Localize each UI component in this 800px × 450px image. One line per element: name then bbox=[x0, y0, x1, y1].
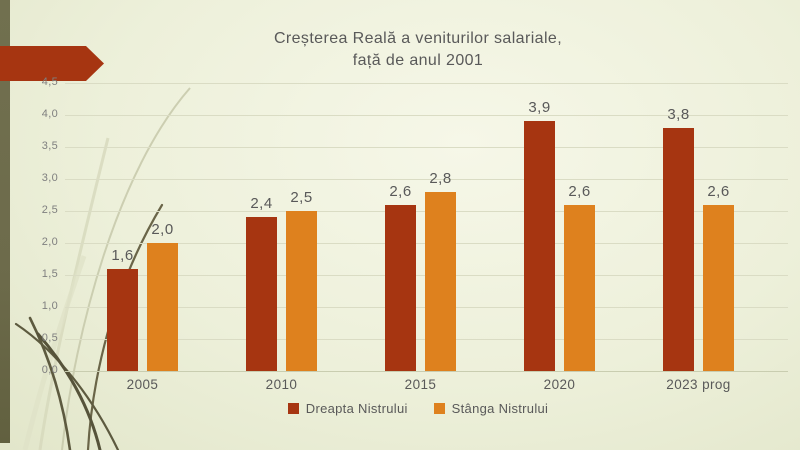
bar-dreapta-2023-prog bbox=[663, 127, 694, 371]
slide-title: Creșterea Reală a veniturilor salariale,… bbox=[58, 28, 778, 72]
plot-area: 1,6 2,0 2,4 2,5 2,6 2,8 3,9 2,6 3,8 2,6 bbox=[73, 83, 768, 371]
legend-swatch-dreapta bbox=[287, 403, 299, 414]
gridline bbox=[65, 83, 788, 84]
bar-value-label: 2,6 bbox=[707, 182, 730, 200]
gridline bbox=[65, 371, 788, 372]
y-tick-label: 2,5 bbox=[41, 204, 58, 216]
x-axis: 2005 2010 2015 2020 2023 prog bbox=[73, 377, 768, 395]
bar-stanga-2005 bbox=[147, 243, 178, 371]
category-label: 2010 bbox=[265, 377, 298, 392]
bar-value-label: 2,6 bbox=[389, 182, 412, 200]
bar-value-label: 3,8 bbox=[667, 105, 690, 123]
bar-stanga-2010 bbox=[286, 211, 317, 371]
y-tick-label: 3,0 bbox=[41, 172, 58, 184]
legend-item-stanga: Stânga Nistrului bbox=[433, 401, 549, 416]
y-tick-label: 3,5 bbox=[41, 140, 58, 152]
bar-value-label: 2,5 bbox=[290, 189, 313, 206]
slide-title-line1: Creșterea Reală a veniturilor salariale, bbox=[273, 30, 563, 47]
bar-dreapta-2010 bbox=[246, 217, 277, 371]
y-axis: 0,0 0,5 1,0 1,5 2,0 2,5 3,0 3,5 4,0 4,5 bbox=[14, 76, 58, 376]
bar-value-label: 2,4 bbox=[250, 195, 273, 213]
bar-stanga-2015 bbox=[425, 191, 456, 371]
legend-swatch-stanga bbox=[433, 403, 445, 414]
legend-item-dreapta: Dreapta Nistrului bbox=[287, 401, 408, 416]
category-label: 2015 bbox=[404, 377, 437, 392]
bar-stanga-2023-prog bbox=[703, 204, 734, 371]
gridline bbox=[65, 179, 788, 180]
y-tick-label: 0,5 bbox=[41, 332, 58, 344]
y-tick-label: 2,0 bbox=[41, 236, 58, 248]
legend-label-stanga: Stânga Nistrului bbox=[451, 401, 549, 416]
category-label: 2005 bbox=[126, 377, 159, 392]
gridline bbox=[65, 147, 788, 148]
legend-label-dreapta: Dreapta Nistrului bbox=[305, 401, 408, 416]
y-tick-label: 4,5 bbox=[41, 76, 58, 88]
category-label: 2020 bbox=[543, 377, 576, 392]
category-label: 2023 prog bbox=[666, 377, 731, 392]
bar-value-label: 2,8 bbox=[429, 169, 452, 187]
bar-value-label: 3,9 bbox=[528, 99, 551, 117]
left-stripe-decoration bbox=[0, 0, 10, 443]
bar-value-label: 2,0 bbox=[151, 221, 174, 238]
bar-stanga-2020 bbox=[564, 204, 595, 371]
y-tick-label: 1,5 bbox=[41, 268, 58, 280]
y-tick-label: 1,0 bbox=[41, 300, 58, 312]
bar-dreapta-2020 bbox=[524, 121, 555, 371]
y-tick-label: 0,0 bbox=[41, 364, 58, 376]
bar-value-label: 2,6 bbox=[568, 182, 591, 200]
bar-value-label: 1,6 bbox=[111, 246, 134, 264]
slide-title-line2: față de anul 2001 bbox=[352, 52, 484, 69]
legend: Dreapta Nistrului Stânga Nistrului bbox=[58, 401, 778, 416]
bar-dreapta-2015 bbox=[385, 204, 416, 371]
gridline bbox=[65, 115, 788, 116]
y-tick-label: 4,0 bbox=[41, 108, 58, 120]
bar-dreapta-2005 bbox=[107, 268, 138, 371]
